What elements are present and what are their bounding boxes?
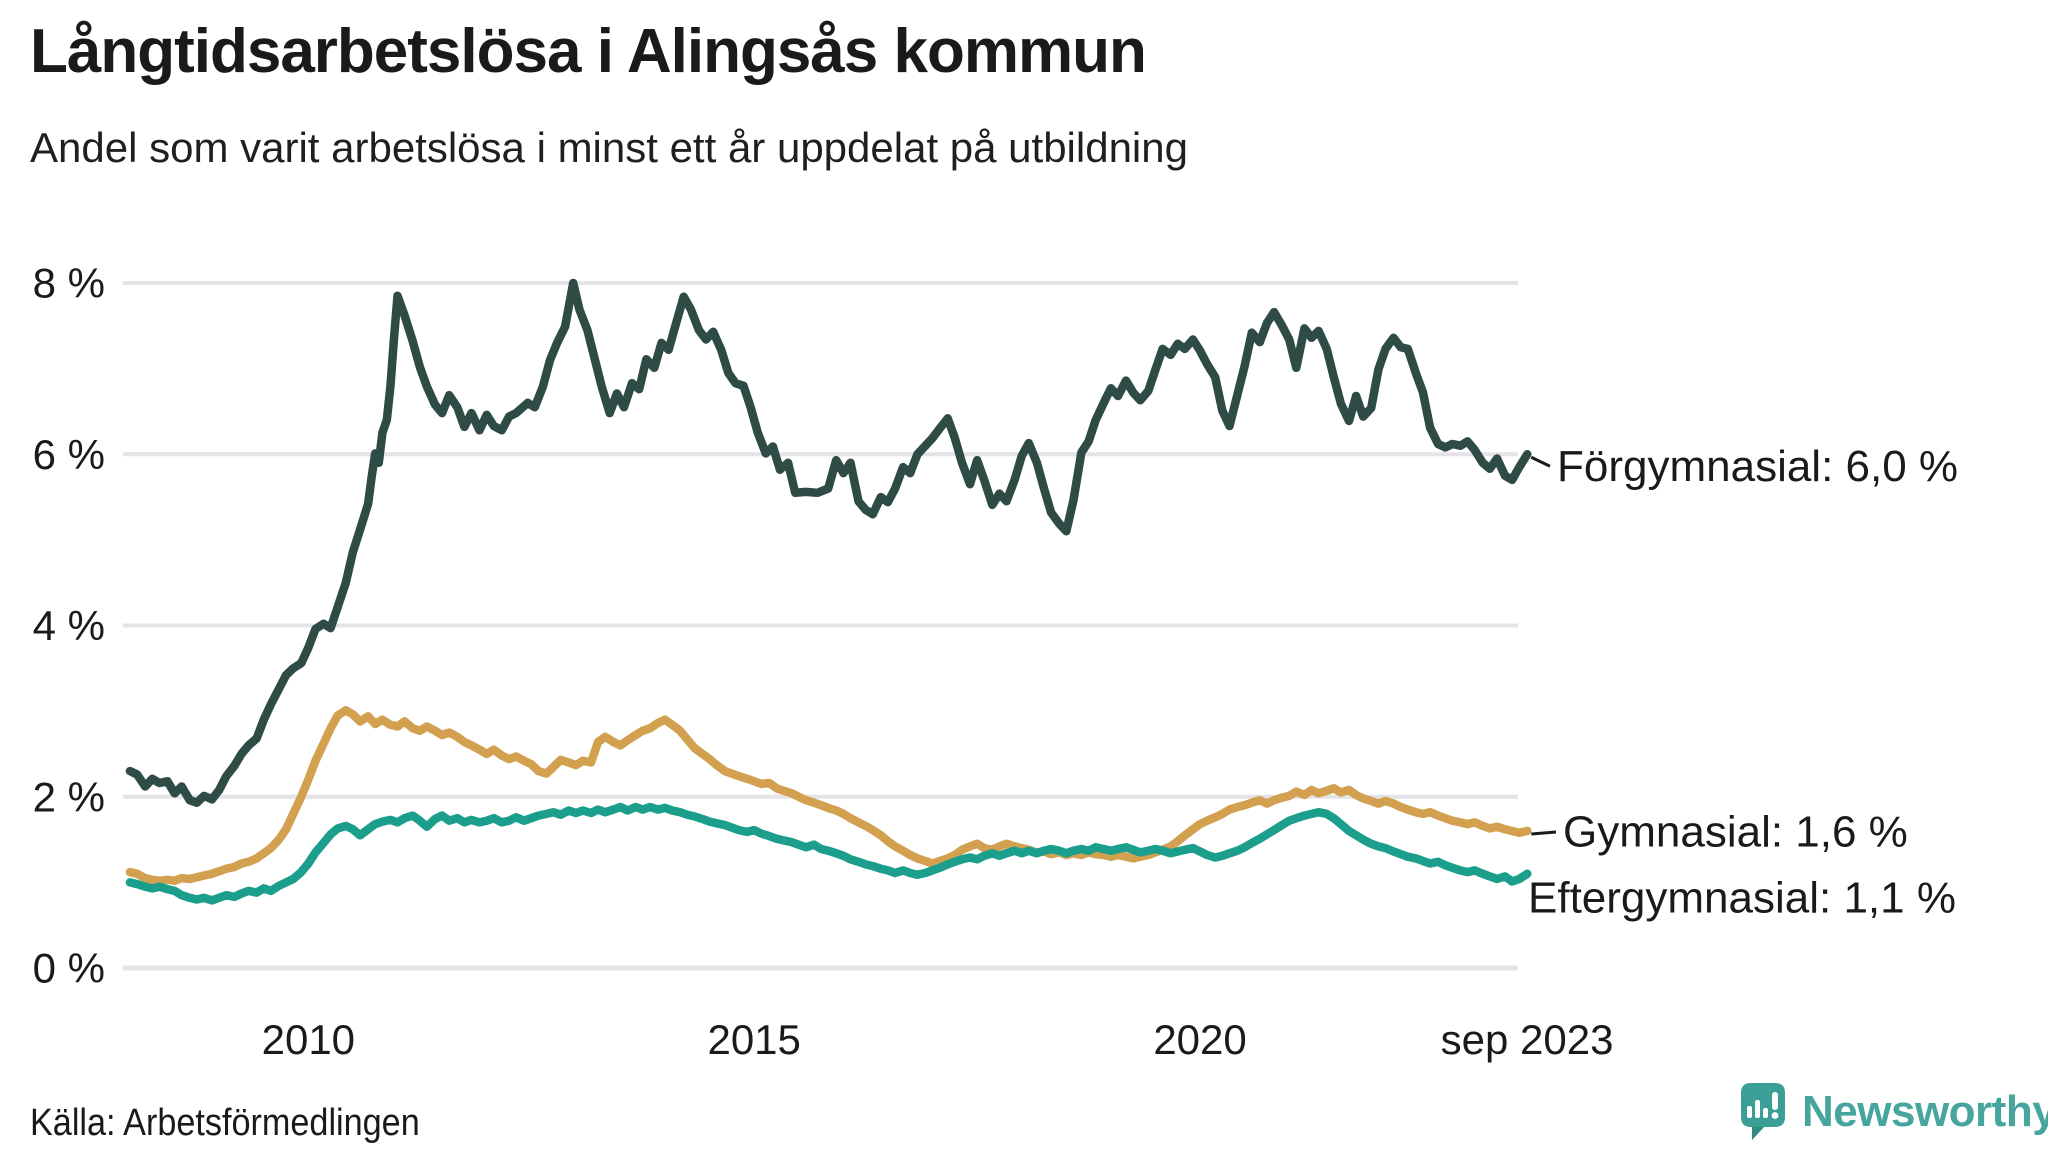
newsworthy-logo: Newsworthy xyxy=(1738,1082,2048,1142)
series-line-eftergymnasial xyxy=(125,802,1532,905)
y-tick-label-8: 8 % xyxy=(33,260,105,307)
series-label-eftergymnasial: Eftergymnasial: 1,1 % xyxy=(1528,873,1956,922)
chart-subtitle: Andel som varit arbetslösa i minst ett å… xyxy=(30,124,1188,171)
series-line-förgymnasial xyxy=(125,278,1532,807)
x-tick-label-2010: 2010 xyxy=(262,1016,355,1063)
source-note: Källa: Arbetsförmedlingen xyxy=(30,1102,420,1144)
y-tick-label-4: 4 % xyxy=(33,602,105,649)
x-tick-label-sep-2023: sep 2023 xyxy=(1441,1016,1614,1063)
y-tick-label-6: 6 % xyxy=(33,431,105,478)
series-label-gymnasial: Gymnasial: 1,6 % xyxy=(1563,808,1908,857)
label-connector-gymnasial xyxy=(1531,830,1557,836)
series-line-gymnasial xyxy=(125,706,1532,885)
y-tick-label-0: 0 % xyxy=(33,945,105,992)
series-label-förgymnasial: Förgymnasial: 6,0 % xyxy=(1557,442,1958,491)
x-tick-label-2015: 2015 xyxy=(707,1016,800,1063)
chart-title: Långtidsarbetslösa i Alingsås kommun xyxy=(30,17,1147,86)
newsworthy-bubble-chart-icon xyxy=(1741,1083,1785,1140)
label-connector-förgymnasial xyxy=(1530,455,1551,468)
y-tick-label-2: 2 % xyxy=(33,773,105,820)
x-tick-label-2020: 2020 xyxy=(1153,1016,1246,1063)
newsworthy-wordmark: Newsworthy xyxy=(1802,1087,2048,1136)
